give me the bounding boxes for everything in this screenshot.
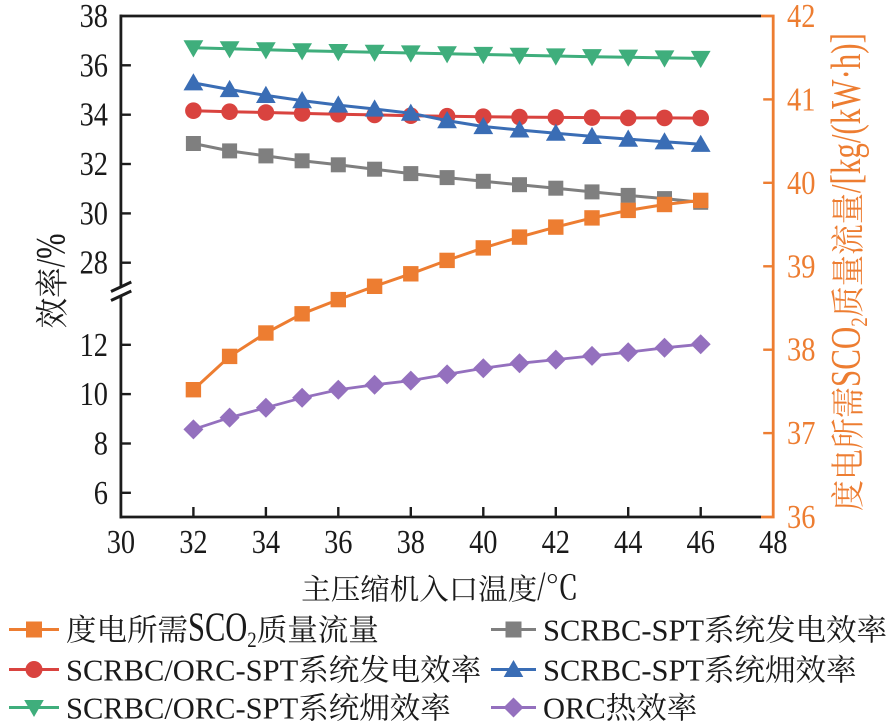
svg-text:8: 8	[94, 426, 108, 463]
svg-text:38: 38	[397, 524, 425, 561]
svg-text:10: 10	[80, 376, 108, 413]
svg-text:6: 6	[94, 475, 108, 512]
svg-text:34: 34	[80, 97, 109, 134]
svg-text:40: 40	[787, 165, 815, 202]
svg-text:37: 37	[787, 415, 815, 452]
svg-text:48: 48	[759, 524, 787, 561]
svg-text:ORC: ORC	[543, 692, 606, 726]
svg-text:32: 32	[80, 146, 108, 183]
svg-text:36: 36	[324, 524, 352, 561]
svg-text:/[kg/(kW·h)]: /[kg/(kW·h)]	[823, 33, 870, 193]
svg-text:/%: /%	[28, 234, 73, 268]
svg-text:SCRBC/ORC-SPT: SCRBC/ORC-SPT	[66, 654, 299, 688]
svg-text:42: 42	[542, 524, 570, 561]
svg-text:2: 2	[247, 627, 256, 653]
svg-text:44: 44	[614, 524, 643, 561]
svg-text:SCRBC-SPT: SCRBC-SPT	[543, 654, 704, 688]
svg-text:SCRBC/ORC-SPT: SCRBC/ORC-SPT	[66, 692, 299, 726]
svg-text:36: 36	[787, 499, 815, 536]
svg-text:39: 39	[787, 248, 815, 285]
svg-text:30: 30	[80, 195, 108, 232]
svg-text:46: 46	[687, 524, 715, 561]
svg-text:38: 38	[80, 0, 108, 35]
svg-text:SCO: SCO	[188, 604, 247, 649]
svg-text:2: 2	[846, 317, 872, 327]
svg-text:/: /	[537, 563, 545, 609]
svg-text:SCO: SCO	[823, 327, 870, 387]
svg-text:32: 32	[179, 524, 207, 561]
svg-text:38: 38	[787, 332, 815, 369]
svg-text:SCRBC-SPT: SCRBC-SPT	[543, 614, 704, 648]
svg-text:40: 40	[469, 524, 497, 561]
svg-text:12: 12	[80, 327, 108, 364]
svg-text:42: 42	[787, 0, 815, 35]
svg-text:28: 28	[80, 245, 108, 282]
svg-text:34: 34	[252, 524, 281, 561]
svg-text:30: 30	[107, 524, 135, 561]
svg-text:36: 36	[80, 47, 108, 84]
svg-text:41: 41	[787, 81, 815, 118]
